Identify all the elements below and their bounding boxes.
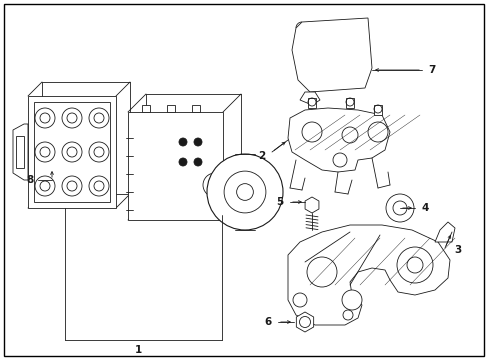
Circle shape [35,176,55,196]
Circle shape [342,310,352,320]
Circle shape [40,147,50,157]
Circle shape [62,142,82,162]
Bar [346,98,353,108]
Circle shape [367,122,387,142]
Circle shape [40,113,50,123]
Bar [16,136,24,168]
Circle shape [299,316,310,328]
Circle shape [62,108,82,128]
Circle shape [341,290,361,310]
Circle shape [332,153,346,167]
Text: 1: 1 [134,345,142,355]
Circle shape [179,158,186,166]
Circle shape [206,154,283,230]
Circle shape [94,147,104,157]
Bar [192,105,200,112]
Circle shape [292,293,306,307]
Text: 3: 3 [453,245,461,255]
Circle shape [341,127,357,143]
Circle shape [392,201,406,215]
Bar [34,102,110,202]
Circle shape [396,247,432,283]
Polygon shape [299,92,319,105]
Polygon shape [287,108,389,172]
Circle shape [236,184,253,201]
Circle shape [306,257,336,287]
Circle shape [302,122,321,142]
Circle shape [194,138,202,146]
Circle shape [35,142,55,162]
Ellipse shape [140,150,152,180]
Circle shape [203,173,226,197]
Circle shape [385,194,413,222]
Circle shape [62,176,82,196]
Text: 5: 5 [276,197,283,207]
Polygon shape [291,18,371,92]
Circle shape [40,181,50,191]
Polygon shape [287,225,449,325]
Circle shape [94,181,104,191]
Bar [28,96,116,208]
Polygon shape [296,312,313,332]
Circle shape [194,158,202,166]
Bar [373,105,381,115]
Circle shape [67,181,77,191]
Bar [307,98,315,108]
Polygon shape [434,222,454,242]
Circle shape [35,108,55,128]
Circle shape [224,171,265,213]
Circle shape [89,142,109,162]
Circle shape [67,147,77,157]
Text: 2: 2 [258,151,265,161]
Text: 8: 8 [26,175,34,185]
Text: 4: 4 [421,203,428,213]
Circle shape [89,108,109,128]
Circle shape [406,257,422,273]
Text: 7: 7 [427,65,435,75]
Circle shape [94,113,104,123]
Polygon shape [13,124,28,180]
Bar [142,105,150,112]
Bar [167,105,175,112]
Circle shape [179,138,186,146]
Bar [128,112,223,220]
Circle shape [67,113,77,123]
Text: 6: 6 [264,317,271,327]
Circle shape [89,176,109,196]
Polygon shape [305,197,318,213]
